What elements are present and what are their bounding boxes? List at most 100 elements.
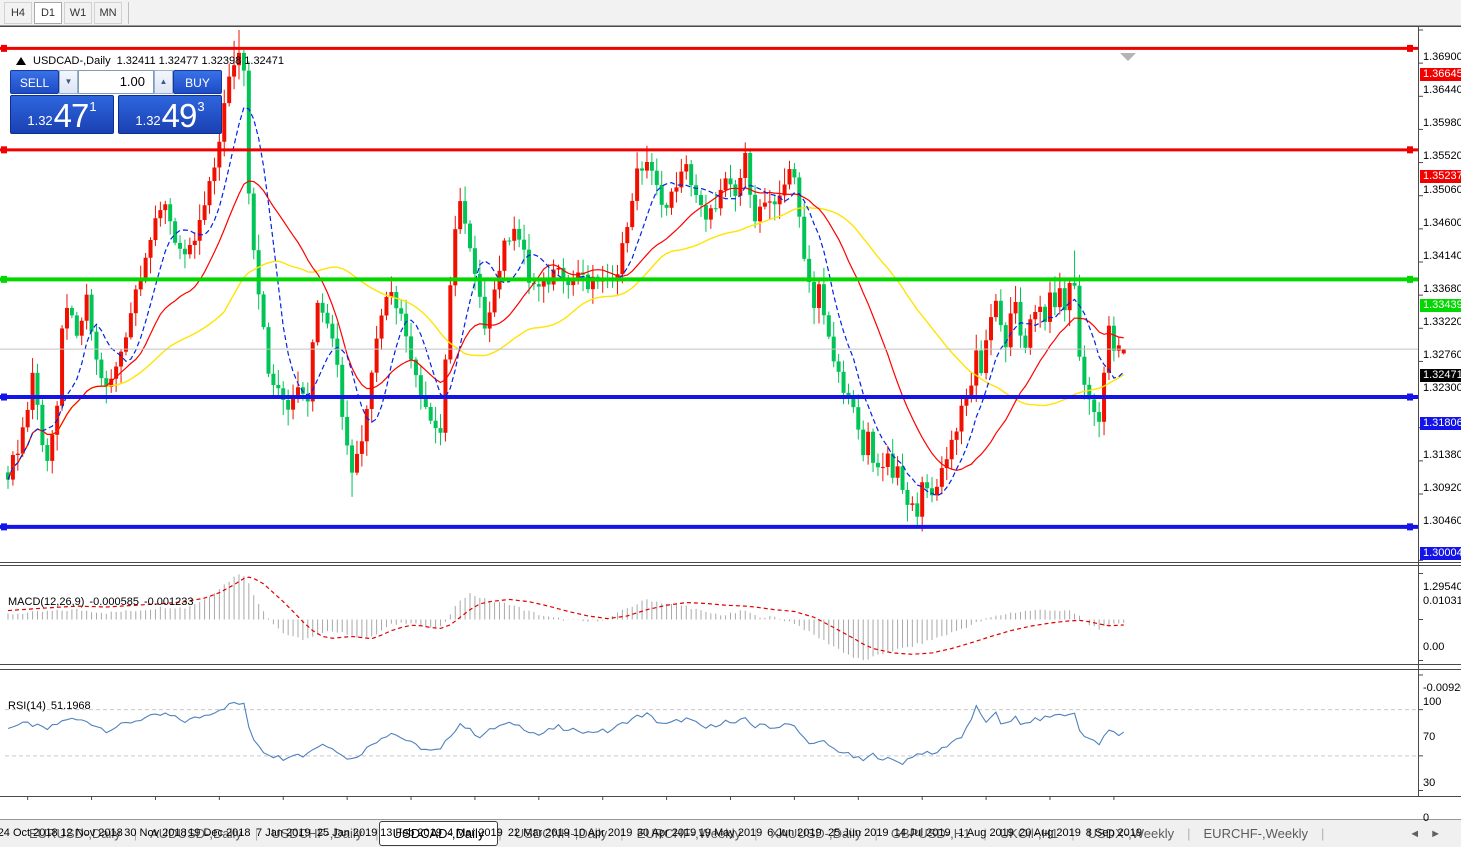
price-tick-label: 1.35980 bbox=[1423, 117, 1461, 130]
date-tick-label: 12 Nov 2018 bbox=[60, 827, 123, 839]
date-tick-label: 22 Mar 2019 bbox=[507, 827, 570, 839]
date-tick-label: 30 Nov 2018 bbox=[124, 827, 187, 839]
price-tick-label: 1.29540 bbox=[1423, 581, 1461, 594]
price-tick-label: 1.33680 bbox=[1423, 283, 1461, 295]
chart-ohlc-values: 1.32411 1.32477 1.32398 1.32471 bbox=[116, 55, 285, 67]
date-tick-label: 25 Jan 2019 bbox=[316, 827, 378, 839]
bid-price-small: 1.32 bbox=[27, 113, 53, 128]
price-line-label: 1.36645 bbox=[1420, 68, 1461, 82]
rsi-title: RSI(14) bbox=[8, 700, 46, 712]
macd-axis-zero: 0.00 bbox=[1423, 640, 1445, 653]
date-tick-label: 6 Jun 2019 bbox=[767, 827, 822, 839]
sell-button[interactable]: SELL bbox=[10, 70, 59, 94]
tab-separator: | bbox=[1187, 826, 1191, 841]
chart-tab-usdchf-daily[interactable]: USDCHF-,Daily bbox=[271, 826, 363, 841]
one-click-trading-panel: SELL ▼ ▲ BUY 1.32 47 1 1.32 49 3 bbox=[10, 70, 224, 134]
rsi-axis-label: 0 bbox=[1423, 811, 1430, 824]
chart-canvas[interactable]: USDCAD-,Daily 1.32411 1.32477 1.32398 1.… bbox=[0, 26, 1461, 839]
chart-tab-usdcad-daily[interactable]: USDCAD-,Daily bbox=[378, 821, 499, 846]
rsi-axis-label: 70 bbox=[1423, 730, 1436, 743]
volume-decrease-button[interactable]: ▼ bbox=[59, 70, 78, 94]
oneclick-toggle-icon[interactable] bbox=[16, 57, 26, 65]
date-tick-label: 20 Aug 2019 bbox=[1019, 827, 1081, 839]
chart-tab-eurchf-weekly[interactable]: EURCHF-,Weekly bbox=[636, 826, 742, 841]
tab-separator: | bbox=[620, 826, 624, 841]
volume-input[interactable] bbox=[78, 70, 154, 94]
price-tick-label: 1.32300 bbox=[1423, 382, 1461, 395]
tab-separator: | bbox=[983, 826, 987, 841]
macd-axis-min: -0.009203 bbox=[1423, 681, 1461, 694]
price-tick-label: 1.32760 bbox=[1423, 349, 1461, 362]
ask-price-pipette: 3 bbox=[197, 99, 205, 114]
tab-separator: | bbox=[254, 826, 259, 841]
ask-price-box[interactable]: 1.32 49 3 bbox=[118, 95, 222, 134]
chart-graphics bbox=[0, 26, 1461, 800]
bid-price-big: 47 bbox=[53, 97, 90, 134]
price-line-label: 1.35237 bbox=[1420, 169, 1461, 183]
price-tick-label: 1.30920 bbox=[1423, 481, 1461, 494]
tab-scroll-left-icon[interactable]: ◄ bbox=[1409, 827, 1431, 840]
rsi-axis-label: 30 bbox=[1423, 776, 1436, 789]
chart-tab-eurusd-daily[interactable]: EURUSD-,Daily bbox=[29, 826, 121, 841]
macd-axis-max: 0.010311 bbox=[1423, 595, 1461, 607]
ask-price-big: 49 bbox=[161, 97, 198, 134]
chart-tab-eurchf-weekly[interactable]: EURCHF-,Weekly bbox=[1203, 826, 1309, 841]
date-tick-label: 7 Jan 2019 bbox=[256, 827, 311, 839]
price-tick-label: 1.35520 bbox=[1423, 150, 1461, 163]
price-line-label: 1.31806 bbox=[1420, 417, 1461, 431]
chart-tab-usdx-weekly[interactable]: USDX-,Weekly bbox=[1087, 826, 1175, 841]
chart-tab-gbpusd-h1[interactable]: GBPUSD-,H1 bbox=[890, 826, 971, 841]
rsi-axis-label: 100 bbox=[1423, 696, 1442, 708]
date-tick-label: 30 Apr 2019 bbox=[636, 827, 697, 839]
macd-title: MACD(12,26,9) bbox=[8, 596, 85, 608]
macd-label: MACD(12,26,9) -0.000585 -0.001233 bbox=[8, 596, 199, 608]
date-tick-label: 19 Dec 2018 bbox=[188, 827, 251, 839]
rsi-label: RSI(14) 51.1968 bbox=[8, 700, 96, 712]
chart-tab-ukoil-h1[interactable]: UKOil-,H1 bbox=[999, 826, 1059, 841]
bid-price-pipette: 1 bbox=[89, 99, 97, 114]
tab-separator: | bbox=[1321, 826, 1325, 841]
timeframe-button-d1[interactable]: D1 bbox=[34, 1, 62, 24]
date-tick-label: 13 Feb 2019 bbox=[380, 827, 442, 839]
tab-separator: | bbox=[498, 826, 502, 841]
tab-separator: | bbox=[874, 826, 878, 841]
chart-tab-bar: EURUSD-,Daily | AUDUSD-,Daily | USDCHF-,Dail… bbox=[0, 819, 1461, 847]
ask-price-small: 1.32 bbox=[135, 113, 161, 128]
timeframe-button-mn[interactable]: MN bbox=[94, 1, 122, 24]
buy-button[interactable]: BUY bbox=[173, 70, 222, 94]
date-tick-label: 14 Jul 2019 bbox=[893, 827, 951, 839]
price-line-label: 1.30004 bbox=[1420, 546, 1461, 560]
chart-symbol-label: USDCAD-,Daily bbox=[33, 55, 111, 67]
date-tick-label: 8 Sep 2019 bbox=[1085, 827, 1143, 839]
toolbar-separator bbox=[128, 1, 129, 24]
timeframe-button-w1[interactable]: W1 bbox=[64, 1, 92, 24]
collapse-chevron-icon[interactable] bbox=[1120, 53, 1136, 61]
date-tick-label: 19 May 2019 bbox=[698, 827, 763, 839]
date-tick-label: 24 Oct 2018 bbox=[0, 827, 58, 839]
price-tick-label: 1.33220 bbox=[1423, 316, 1461, 329]
current-price-label: 1.32471 bbox=[1420, 369, 1461, 383]
chart-tab-xauusd-daily[interactable]: XAUUSD-,Daily bbox=[770, 826, 862, 841]
volume-increase-button[interactable]: ▲ bbox=[154, 70, 173, 94]
tab-separator: | bbox=[133, 826, 138, 841]
date-tick-label: 25 Jun 2019 bbox=[828, 827, 889, 839]
tab-separator: | bbox=[375, 826, 379, 841]
bid-price-box[interactable]: 1.32 47 1 bbox=[10, 95, 114, 134]
tab-scroll-right-icon[interactable]: ► bbox=[1430, 827, 1451, 840]
date-tick-label: 10 Apr 2019 bbox=[573, 827, 633, 839]
price-line-label: 1.33439 bbox=[1420, 299, 1461, 313]
timeframe-button-h4[interactable]: H4 bbox=[4, 1, 32, 24]
macd-signal-value: -0.001233 bbox=[143, 596, 194, 608]
price-tick-label: 1.34140 bbox=[1423, 249, 1461, 262]
tab-separator: | bbox=[754, 826, 758, 841]
price-tick-label: 1.30460 bbox=[1423, 515, 1461, 527]
chart-tab-audusd-daily[interactable]: AUDUSD-,Daily bbox=[150, 826, 242, 841]
chart-title: USDCAD-,Daily 1.32411 1.32477 1.32398 1.… bbox=[16, 55, 290, 67]
price-tick-label: 1.34600 bbox=[1423, 216, 1461, 229]
chart-tab-usdcnh-daily[interactable]: USDCNH-,Daily bbox=[514, 826, 608, 841]
price-tick-label: 1.35060 bbox=[1423, 183, 1461, 196]
timeframe-toolbar: H4 D1 W1 MN bbox=[0, 0, 1461, 26]
tab-separator: | bbox=[1071, 826, 1075, 841]
rsi-value: 51.1968 bbox=[50, 700, 91, 712]
macd-main-value: -0.000585 bbox=[89, 596, 139, 608]
